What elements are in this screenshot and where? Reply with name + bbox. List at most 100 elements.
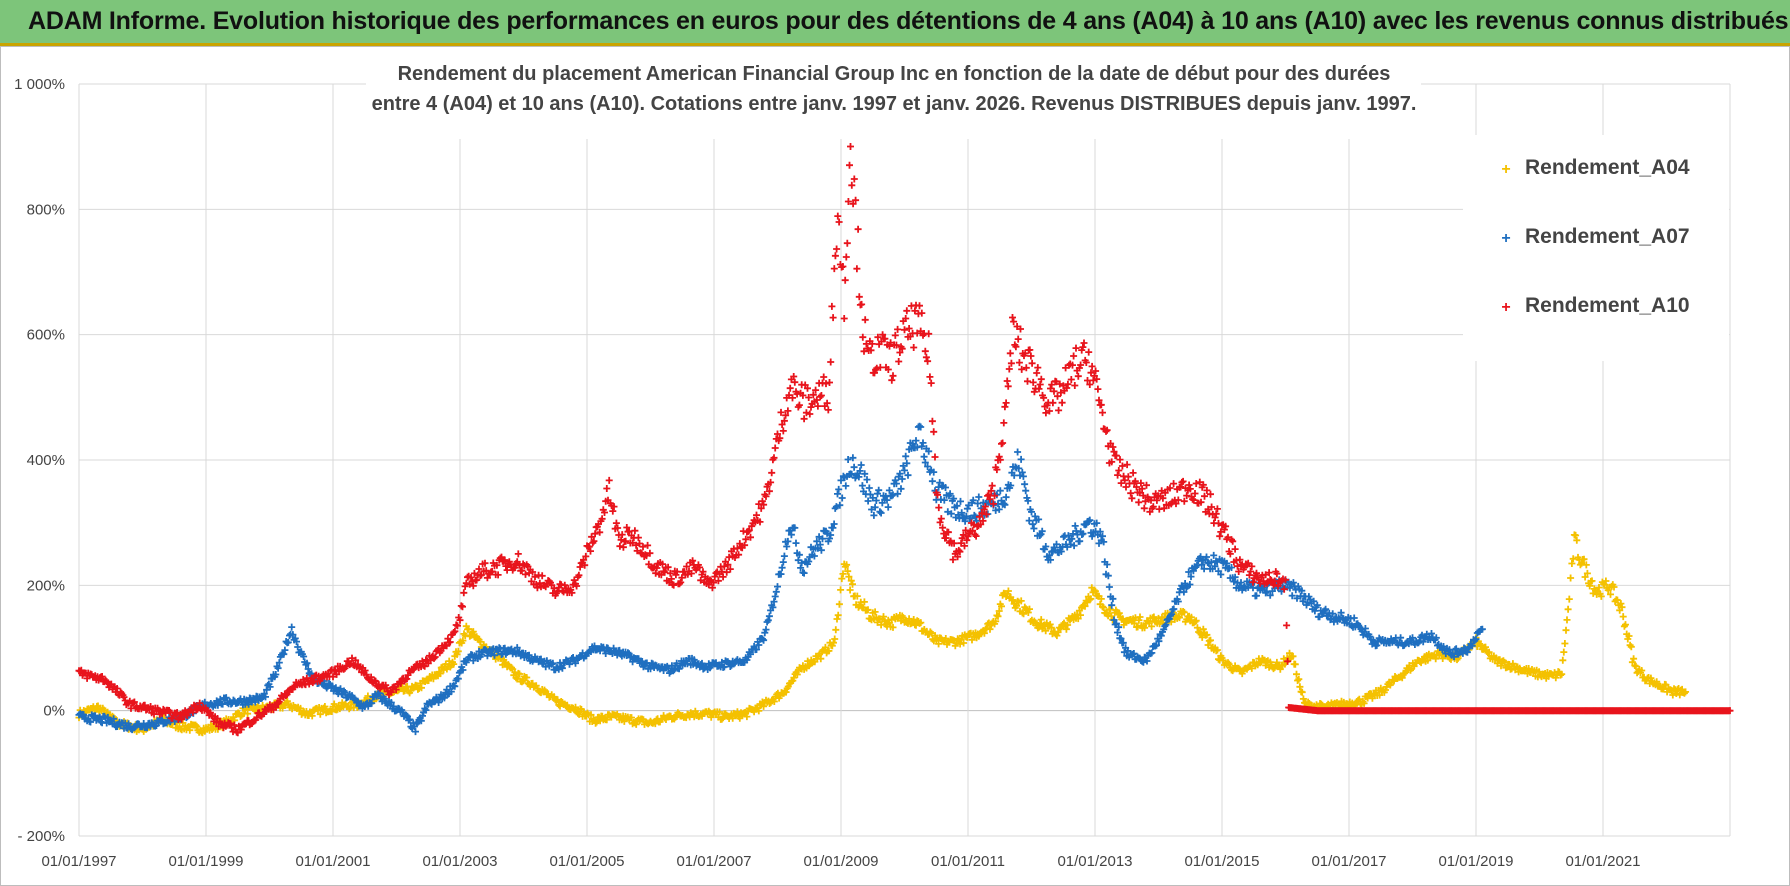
- data-point: [1033, 369, 1041, 377]
- data-point: [1104, 572, 1112, 580]
- data-point: [493, 561, 501, 569]
- data-point: [1178, 478, 1186, 486]
- data-point: [1638, 667, 1646, 674]
- data-point: [884, 503, 892, 511]
- data-point: [903, 459, 911, 467]
- data-point: [936, 518, 944, 526]
- data-point: [622, 537, 630, 545]
- data-point: [1284, 657, 1292, 665]
- data-point: [946, 490, 954, 498]
- grid: [78, 83, 1731, 837]
- data-point: [305, 680, 313, 688]
- data-point: [1627, 643, 1635, 651]
- data-point: [522, 570, 529, 578]
- data-point: [1398, 674, 1406, 682]
- data-point: [861, 470, 869, 478]
- data-point: [639, 543, 647, 551]
- series-rendement_a10: [75, 143, 1734, 737]
- data-point: [1015, 464, 1023, 472]
- data-point: [687, 570, 695, 577]
- data-point: [1060, 533, 1068, 541]
- data-point: [1054, 392, 1061, 400]
- data-point: [827, 358, 835, 366]
- data-point: [417, 717, 425, 725]
- data-point: [653, 564, 661, 572]
- data-point: [1095, 396, 1103, 404]
- data-point: [942, 534, 950, 542]
- data-point: [1273, 570, 1281, 578]
- data-point: [1049, 399, 1057, 407]
- data-point: [1019, 472, 1027, 480]
- data-point: [1137, 479, 1145, 487]
- data-point: [831, 635, 839, 643]
- data-point: [1672, 690, 1680, 697]
- legend-marker-a04: +: [1501, 161, 1510, 178]
- data-point: [596, 717, 604, 725]
- data-point: [1015, 359, 1023, 367]
- data-point: [838, 494, 846, 502]
- data-point: [789, 394, 796, 402]
- data-point: [1092, 367, 1100, 375]
- data-point: [733, 708, 741, 716]
- data-point: [451, 627, 459, 635]
- data-point: [926, 373, 934, 381]
- data-point: [765, 612, 773, 620]
- data-point: [1373, 641, 1381, 649]
- data-point: [844, 567, 852, 575]
- data-point: [1191, 490, 1199, 497]
- data-point: [1143, 657, 1151, 665]
- data-point: [1012, 343, 1020, 351]
- data-point: [886, 342, 893, 350]
- data-point: [905, 325, 913, 332]
- data-point: [603, 716, 611, 724]
- data-point: [130, 698, 138, 706]
- data-point: [1057, 548, 1065, 555]
- data-point: [554, 696, 562, 704]
- data-point: [1231, 573, 1239, 581]
- data-point: [100, 706, 108, 714]
- data-point: [1304, 698, 1312, 706]
- data-point: [87, 718, 94, 726]
- data-point: [1450, 653, 1458, 661]
- data-point: [1022, 487, 1030, 495]
- data-point: [1035, 385, 1043, 393]
- data-point: [647, 665, 654, 673]
- data-point: [612, 519, 620, 527]
- data-point: [284, 638, 292, 646]
- data-point: [828, 302, 836, 310]
- data-point: [1030, 388, 1038, 396]
- data-point: [258, 694, 266, 702]
- data-point: [628, 714, 635, 722]
- data-point: [1025, 517, 1033, 525]
- data-point: [1192, 480, 1200, 487]
- data-point: [743, 713, 751, 721]
- data-point: [804, 384, 811, 392]
- data-point: [1108, 601, 1116, 609]
- data-point: [939, 524, 947, 532]
- data-point: [1583, 569, 1591, 577]
- data-point: [1081, 602, 1089, 610]
- data-point: [935, 483, 943, 491]
- data-point: [576, 563, 584, 571]
- data-point: [855, 293, 863, 301]
- data-point: [762, 492, 770, 500]
- data-point: [806, 410, 814, 418]
- data-point: [736, 714, 744, 722]
- data-point: [833, 615, 841, 623]
- data-point: [924, 463, 932, 470]
- data-point: [1004, 382, 1012, 390]
- data-point: [440, 694, 448, 702]
- data-point: [1225, 660, 1233, 668]
- series-rendement_a07: [75, 422, 1486, 736]
- data-point: [927, 379, 935, 387]
- data-point: [835, 218, 843, 226]
- data-point: [1653, 678, 1661, 686]
- data-point: [1085, 348, 1093, 356]
- data-point: [1200, 565, 1208, 573]
- x-tick-label: 01/01/2017: [1311, 853, 1386, 870]
- data-point: [1198, 561, 1206, 569]
- data-point: [244, 710, 252, 718]
- data-point: [1174, 598, 1182, 605]
- data-point: [817, 546, 825, 554]
- data-point: [824, 406, 832, 414]
